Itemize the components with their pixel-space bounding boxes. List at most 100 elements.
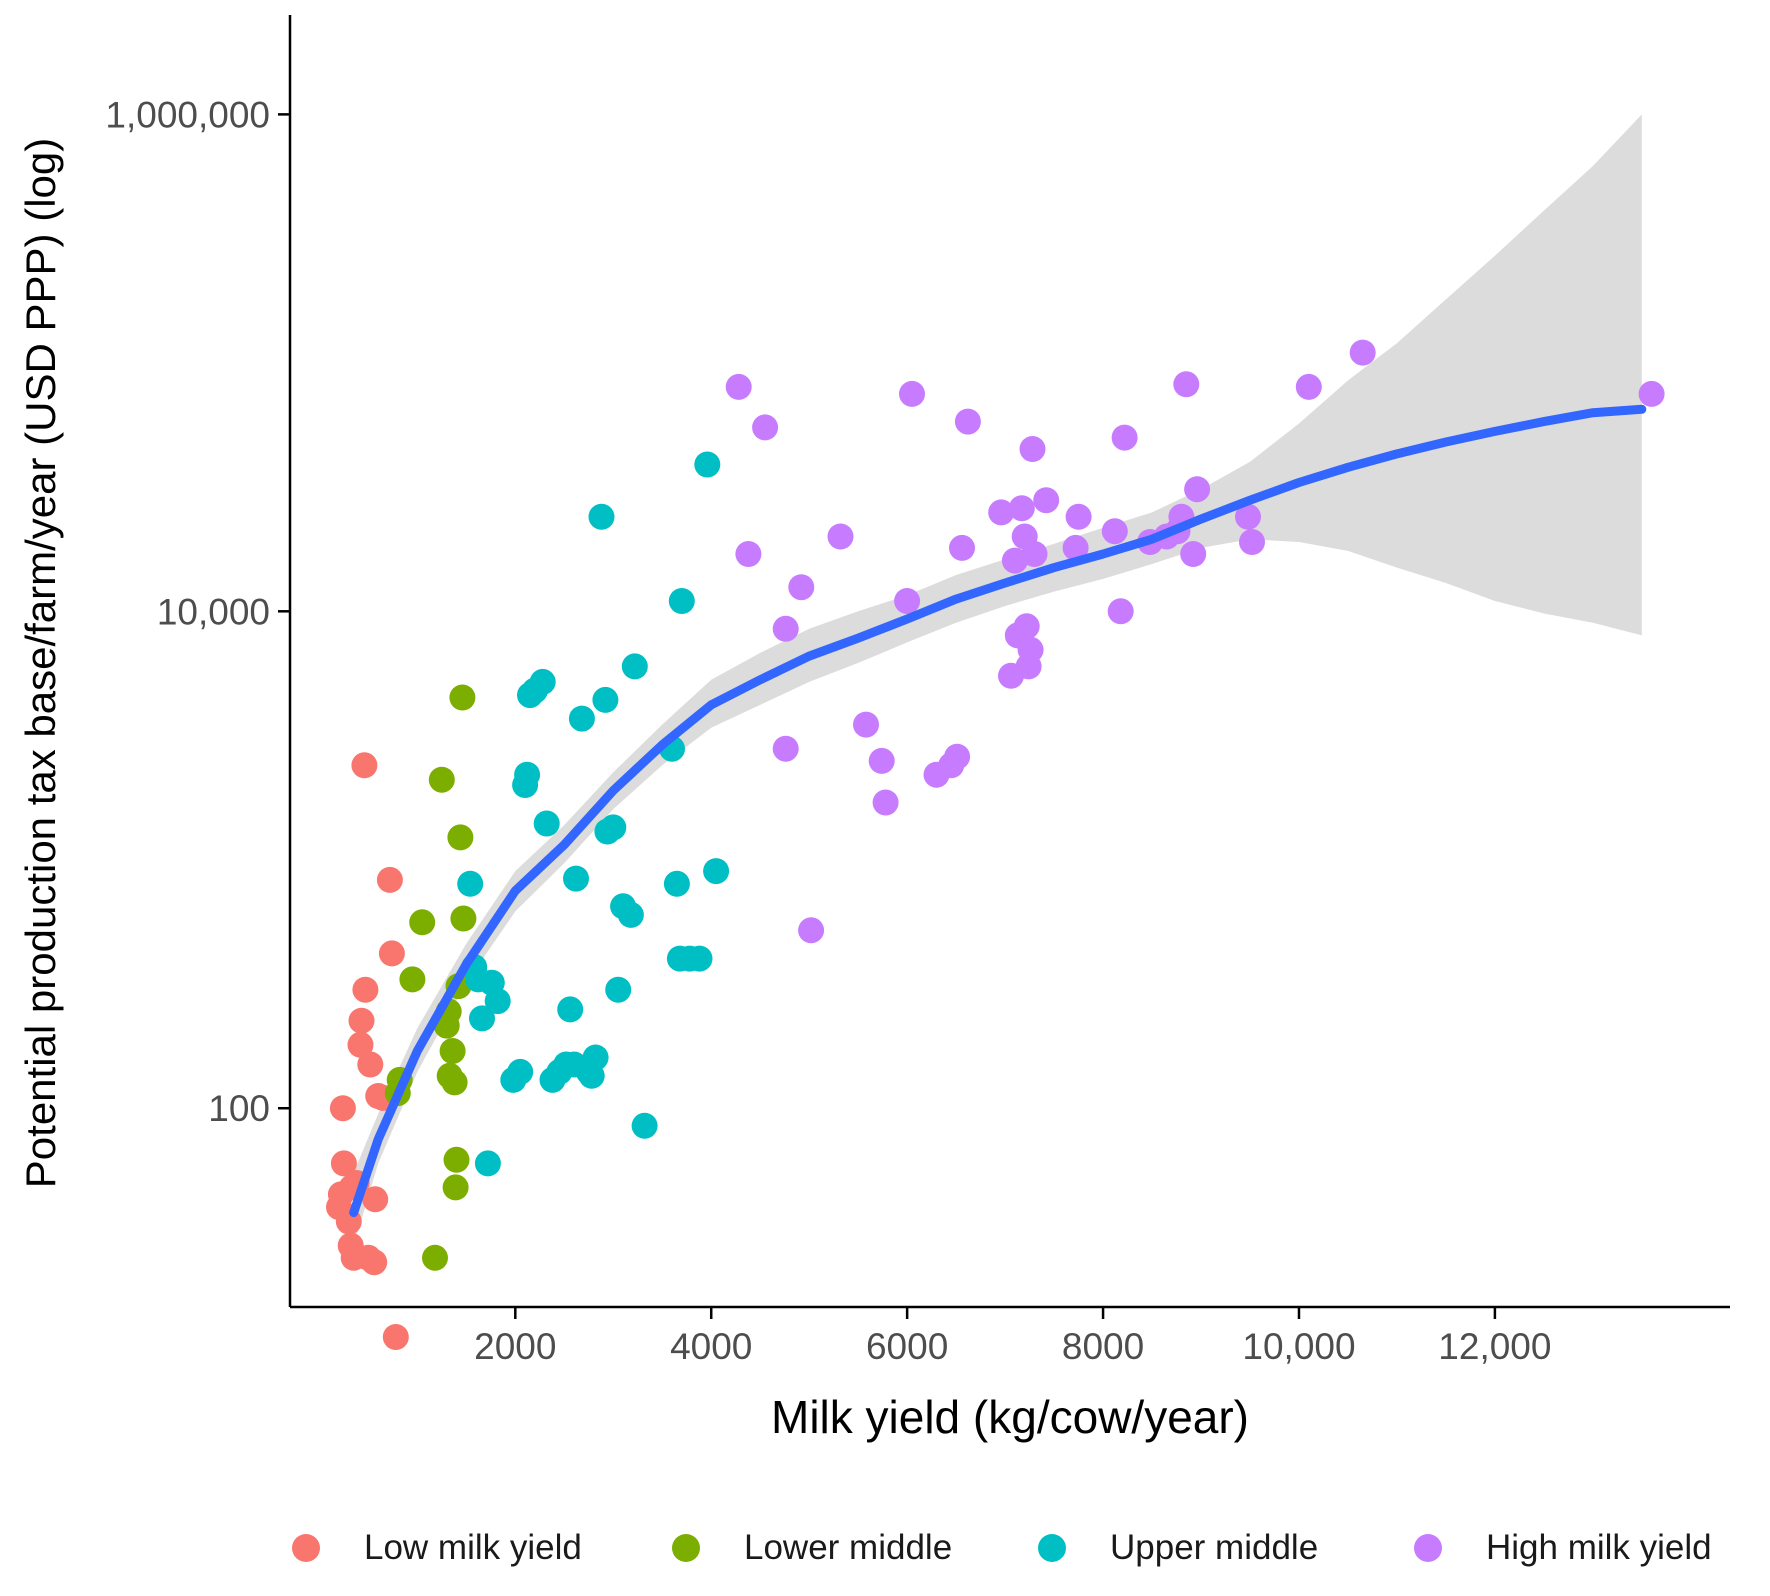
data-point-series-2	[568, 705, 595, 732]
y-tick-label: 100	[208, 1088, 270, 1129]
x-tick-label: 6000	[866, 1326, 948, 1367]
legend-item-low: Low milk yield	[292, 1518, 582, 1578]
data-point-series-2	[668, 588, 695, 614]
data-point-series-3	[872, 789, 899, 816]
data-point-series-3	[772, 615, 799, 642]
data-point-series-3	[1638, 380, 1665, 407]
data-point-series-1	[439, 1038, 466, 1064]
data-point-series-3	[944, 743, 971, 770]
data-point-series-0	[351, 752, 378, 779]
data-point-series-3	[725, 373, 752, 400]
legend: Low milk yield Lower middle Upper middle…	[0, 1518, 1770, 1578]
data-point-series-3	[1008, 495, 1035, 522]
data-point-series-3	[772, 735, 799, 762]
data-point-series-3	[1013, 613, 1040, 640]
data-point-series-0	[329, 1095, 356, 1122]
x-tick-label: 12,000	[1438, 1326, 1551, 1367]
data-point-series-3	[788, 574, 815, 601]
y-tick-layer: 100 10,000 1,000,000	[105, 94, 290, 1129]
data-point-series-2	[563, 865, 589, 892]
data-point-series-0	[348, 1007, 375, 1034]
data-point-series-2	[529, 668, 556, 695]
data-point-series-3	[1180, 541, 1207, 567]
data-point-series-3	[1001, 547, 1028, 574]
data-point-series-1	[447, 824, 474, 851]
data-point-series-2	[533, 810, 560, 837]
x-axis-title: Milk yield (kg/cow/year)	[771, 1391, 1249, 1443]
data-point-series-3	[1017, 636, 1044, 663]
data-point-series-2	[621, 653, 648, 680]
data-point-series-2	[557, 996, 584, 1023]
data-point-series-2	[592, 686, 619, 713]
data-point-series-3	[1033, 487, 1060, 514]
data-point-series-2	[469, 1005, 495, 1032]
data-point-series-3	[1062, 534, 1089, 561]
data-point-series-2	[457, 870, 484, 897]
data-point-series-1	[449, 684, 476, 711]
data-point-series-0	[362, 1186, 389, 1213]
data-point-series-2	[686, 945, 713, 972]
data-point-series-3	[1184, 476, 1211, 503]
x-tick-label: 10,000	[1242, 1326, 1355, 1367]
data-point-series-1	[428, 766, 455, 793]
data-point-series-2	[703, 858, 730, 885]
data-point-series-3	[752, 414, 779, 441]
data-point-series-3	[988, 499, 1015, 526]
data-point-series-0	[347, 1031, 374, 1058]
data-point-series-3	[868, 747, 895, 774]
x-tick-label: 2000	[474, 1326, 556, 1367]
data-point-series-1	[450, 905, 477, 932]
legend-label-lower-middle: Lower middle	[744, 1528, 953, 1567]
data-point-series-3	[827, 523, 854, 550]
data-point-series-1	[422, 1244, 448, 1271]
data-point-series-0	[382, 1324, 409, 1350]
data-point-series-3	[949, 534, 975, 561]
data-point-series-3	[1021, 541, 1048, 567]
x-tick-label: 8000	[1062, 1326, 1144, 1367]
legend-label-high: High milk yield	[1486, 1528, 1712, 1567]
data-point-series-3	[1065, 503, 1092, 530]
data-point-series-3	[899, 380, 925, 407]
data-point-series-3	[853, 711, 879, 738]
data-point-series-0	[361, 1249, 388, 1276]
data-point-series-0	[357, 1051, 384, 1078]
legend-item-lower-middle: Lower middle	[672, 1518, 952, 1578]
data-point-series-3	[1019, 436, 1046, 462]
data-point-series-2	[605, 976, 632, 1003]
data-point-series-2	[474, 1150, 501, 1177]
data-point-series-1	[441, 1069, 468, 1096]
data-point-series-2	[663, 870, 690, 897]
legend-label-low: Low milk yield	[364, 1528, 582, 1567]
legend-dot-lower-middle	[672, 1534, 700, 1562]
data-point-series-2	[694, 451, 721, 478]
legend-item-high: High milk yield	[1414, 1518, 1712, 1578]
x-tick-label: 4000	[670, 1326, 752, 1367]
legend-dot-low	[292, 1534, 320, 1562]
data-point-series-3	[954, 408, 981, 435]
data-point-series-2	[484, 988, 511, 1015]
legend-dot-high	[1414, 1534, 1442, 1562]
data-point-series-1	[399, 966, 426, 993]
data-point-series-2	[588, 503, 615, 530]
data-point-series-3	[1295, 373, 1322, 400]
legend-item-upper-middle: Upper middle	[1038, 1518, 1318, 1578]
y-axis-title: Potential production tax base/farm/year …	[17, 138, 64, 1188]
data-point-series-0	[330, 1150, 357, 1177]
data-point-series-1	[443, 1146, 470, 1173]
data-point-series-3	[1107, 598, 1134, 625]
y-tick-label: 10,000	[157, 591, 270, 632]
data-point-series-3	[1349, 339, 1376, 366]
data-point-series-1	[442, 1174, 469, 1201]
data-point-series-0	[352, 976, 379, 1003]
data-point-series-2	[582, 1044, 609, 1071]
data-point-series-3	[798, 917, 825, 944]
data-point-series-0	[376, 866, 403, 893]
data-point-series-3	[1235, 503, 1261, 530]
data-point-series-3	[1239, 529, 1265, 555]
fit-line	[349, 404, 1647, 1218]
data-point-series-1	[409, 909, 436, 936]
legend-dot-upper-middle	[1038, 1534, 1066, 1562]
data-point-series-3	[735, 541, 762, 567]
